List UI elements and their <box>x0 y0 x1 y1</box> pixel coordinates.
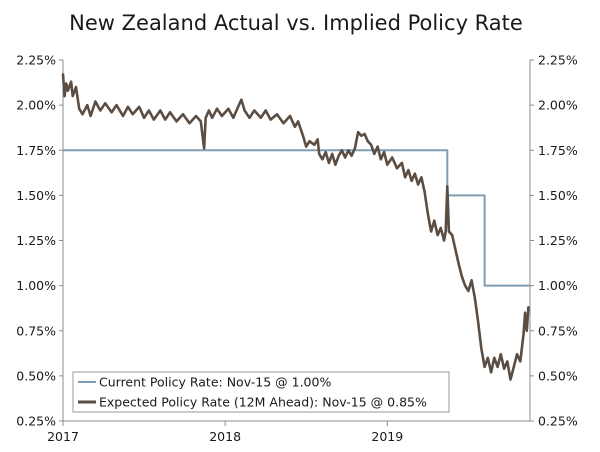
y-tick-label-left: 0.25% <box>16 414 56 429</box>
x-axis-ticks: 2017 2018 2019 <box>47 421 403 444</box>
y-tick-label-right: 0.75% <box>538 323 578 338</box>
y-tick-label-right: 1.75% <box>538 143 578 158</box>
legend-box <box>72 371 450 413</box>
y-axis-left-ticks: 0.25% 0.50% 0.75% 1.00% 1.25% 1.50% 1.75% 2.00%… <box>16 53 63 429</box>
chart-title: New Zealand Actual vs. Implied Policy Ra… <box>69 11 523 35</box>
y-axis-right-ticks: 0.25% 0.50% 0.75% 1.00% 1.25% 1.50% 1.75% 2.00%… <box>530 53 578 429</box>
y-tick-label-right: 0.50% <box>538 368 578 383</box>
y-tick-label-right: 2.00% <box>538 98 578 113</box>
series-line-current-policy-rate <box>62 149 531 287</box>
x-tick-label: 2019 <box>371 429 403 444</box>
legend-label-current-policy-rate: Current Policy Rate: Nov-15 @ 1.00% <box>99 375 331 390</box>
x-tick-label: 2017 <box>47 429 79 444</box>
legend: Current Policy Rate: Nov-15 @ 1.00% Expe… <box>72 371 450 413</box>
y-tick-label-right: 1.50% <box>538 188 578 203</box>
y-tick-label-left: 0.50% <box>16 368 56 383</box>
y-tick-label-right: 2.25% <box>538 53 578 68</box>
y-tick-label-left: 1.25% <box>16 233 56 248</box>
x-tick-label: 2018 <box>209 429 241 444</box>
y-tick-label-left: 1.75% <box>16 143 56 158</box>
series <box>61 73 531 381</box>
y-tick-label-left: 2.00% <box>16 98 56 113</box>
y-tick-label-left: 0.75% <box>16 323 56 338</box>
y-tick-label-right: 1.00% <box>538 278 578 293</box>
y-tick-label-right: 1.25% <box>538 233 578 248</box>
series-line-expected-policy-rate <box>61 73 530 381</box>
legend-label-expected-policy-rate: Expected Policy Rate (12M Ahead): Nov-15… <box>99 395 427 410</box>
y-tick-label-left: 1.00% <box>16 278 56 293</box>
y-tick-label-left: 2.25% <box>16 53 56 68</box>
y-tick-label-left: 1.50% <box>16 188 56 203</box>
y-tick-label-right: 0.25% <box>538 414 578 429</box>
